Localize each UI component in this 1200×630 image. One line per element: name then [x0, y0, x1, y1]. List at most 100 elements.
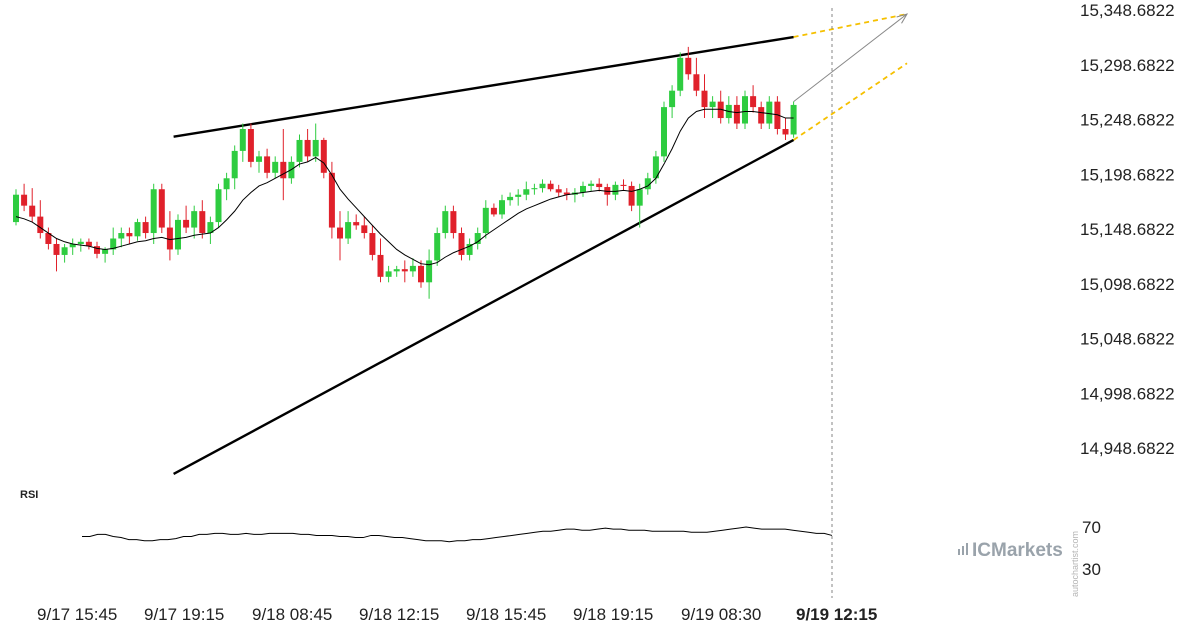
candle [725, 96, 732, 124]
projection-upper [793, 13, 908, 38]
price-tick-label: 15,198.6822 [1080, 165, 1175, 184]
candle [782, 118, 789, 140]
logo-bar-icon [966, 543, 968, 555]
candle [693, 57, 700, 97]
candle [85, 238, 92, 250]
candle [215, 183, 222, 228]
candle [142, 216, 149, 239]
candle [669, 85, 676, 119]
candle [539, 179, 546, 193]
candle [750, 85, 757, 113]
candle [701, 74, 708, 119]
time-tick-label: 9/17 15:45 [37, 605, 117, 624]
price-tick-label: 15,048.6822 [1080, 330, 1175, 349]
candle [150, 183, 157, 244]
logo-bar-icon [958, 549, 960, 555]
candle [13, 189, 19, 226]
candle [280, 129, 287, 201]
candle [272, 156, 279, 179]
candle [353, 214, 360, 230]
candles [13, 46, 797, 299]
candle [21, 183, 28, 212]
candle [466, 238, 473, 261]
candle [474, 227, 481, 250]
candle [742, 90, 748, 130]
logo-bar-icon [962, 546, 964, 555]
rsi-line [82, 526, 833, 543]
candle [69, 238, 76, 255]
candle [158, 183, 165, 234]
candle [661, 101, 667, 162]
candle [677, 52, 684, 97]
candle [596, 178, 603, 192]
candle [296, 134, 303, 168]
candle [61, 243, 68, 263]
candle [118, 227, 125, 248]
candle [175, 214, 181, 255]
candle [393, 265, 400, 277]
candle [499, 194, 505, 219]
rsi-title: RSI [20, 489, 38, 501]
candle [126, 227, 133, 244]
candle [320, 137, 327, 179]
price-tick-label: 14,998.6822 [1080, 384, 1175, 403]
candle [580, 181, 586, 197]
time-tick-label: 9/18 19:15 [573, 605, 653, 624]
projection-arrow [793, 13, 908, 103]
candle [418, 260, 424, 288]
price-tick-label: 15,098.6822 [1080, 275, 1175, 294]
price-tick-label: 14,948.6822 [1080, 439, 1175, 458]
candle [709, 96, 716, 119]
time-tick-label: 9/18 08:45 [252, 605, 332, 624]
candle [507, 192, 514, 206]
candle [434, 227, 441, 266]
moving-average-line [15, 108, 794, 266]
candle [758, 101, 765, 130]
candle [515, 189, 522, 206]
candle [337, 211, 343, 261]
candle [482, 200, 489, 239]
price-axis: 15,348.6822 15,298.6822 15,248.6822 15,198.… [1080, 1, 1175, 458]
candle [183, 205, 190, 234]
candle [369, 225, 376, 261]
candle [644, 172, 651, 195]
time-tick-label: 9/17 19:15 [144, 605, 224, 624]
candle [531, 183, 538, 195]
time-axis: 9/17 15:45 9/17 19:15 9/18 08:45 9/18 12:15… [37, 605, 877, 624]
candle [604, 183, 611, 206]
brand-logo: ICMarkets [958, 540, 1063, 561]
candle [45, 227, 52, 250]
time-tick-label: 9/19 08:30 [681, 605, 761, 624]
candle [685, 46, 692, 80]
trendline-upper [173, 35, 794, 138]
candle [401, 260, 408, 283]
candle [37, 200, 44, 239]
candle [53, 238, 60, 272]
watermark: autochartist.com [1070, 531, 1080, 597]
candle [377, 238, 384, 283]
candle [304, 129, 311, 162]
candle [774, 96, 781, 135]
candle [790, 101, 797, 138]
candle [766, 96, 773, 130]
rsi-level-30: 30 [1082, 560, 1101, 579]
candle [29, 188, 36, 223]
brand-name: ICMarkets [972, 540, 1063, 561]
price-tick-label: 15,298.6822 [1080, 56, 1175, 75]
candle [110, 227, 117, 255]
candle [264, 148, 271, 179]
time-tick-label: 9/19 12:15 [796, 605, 877, 624]
trendline-lower [173, 138, 795, 475]
candle [563, 188, 570, 201]
time-tick-label: 9/18 15:45 [466, 605, 546, 624]
candle [442, 205, 449, 239]
candle [199, 200, 206, 239]
candle [231, 145, 238, 190]
candle [328, 161, 335, 239]
candle [588, 180, 595, 192]
candle [409, 258, 416, 277]
projection-lower [793, 62, 908, 141]
candle [426, 249, 433, 299]
candle [134, 218, 141, 241]
